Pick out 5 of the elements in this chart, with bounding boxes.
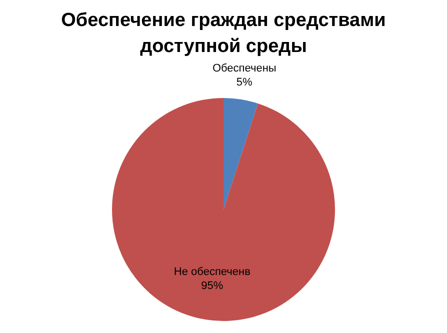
slice-label: Обеспечены <box>212 62 276 75</box>
slice-label: Не обеспеченв <box>174 266 251 278</box>
chart-title: Обеспечение граждан средствами доступной среды <box>60 9 387 59</box>
data-label: 5% <box>236 76 253 89</box>
data-label: 95% <box>201 280 224 292</box>
